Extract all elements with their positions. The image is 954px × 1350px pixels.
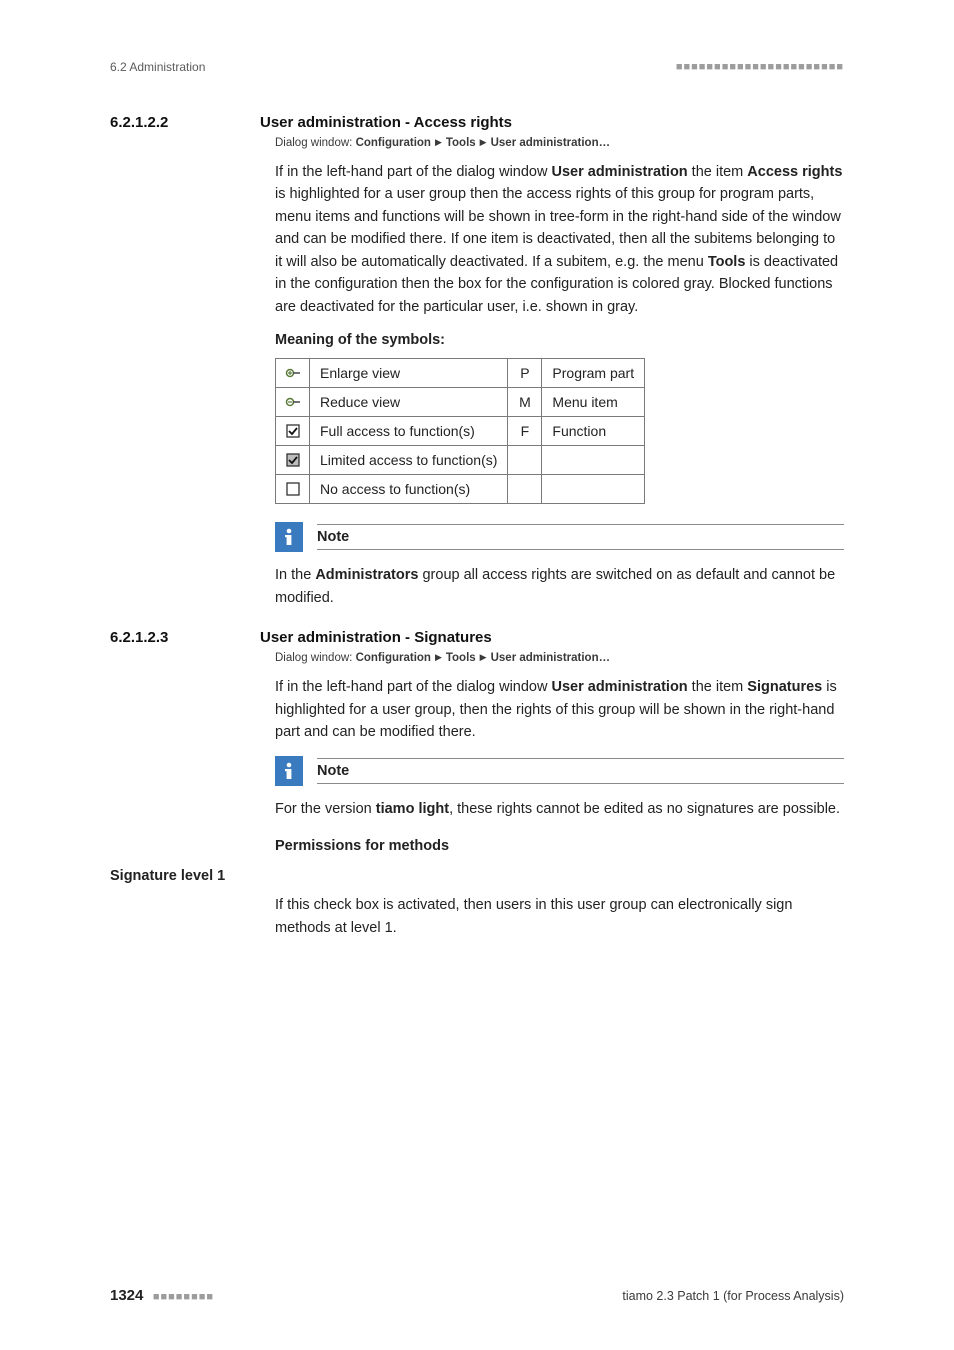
text-bold: Access rights: [747, 164, 842, 180]
triangle-icon: ▶: [435, 137, 442, 148]
symbols-heading: Meaning of the symbols:: [275, 332, 844, 348]
symbol-meaning: Function: [542, 417, 645, 446]
enlarge-icon: [276, 359, 310, 388]
page-footer: 1324 ■■■■■■■■ tiamo 2.3 Patch 1 (for Pro…: [110, 1287, 844, 1304]
running-header: 6.2 Administration ■■■■■■■■■■■■■■■■■■■■■…: [110, 60, 844, 74]
text-bold: Signatures: [747, 679, 822, 695]
paragraph: If in the left-hand part of the dialog w…: [275, 676, 844, 743]
note-block: Note: [275, 756, 844, 786]
text-run: the item: [688, 164, 748, 180]
text-run: In the: [275, 567, 315, 583]
text-bold: Tools: [708, 254, 746, 270]
triangle-icon: ▶: [480, 137, 487, 148]
symbol-label: No access to function(s): [310, 475, 508, 504]
text-bold: Administrators: [315, 567, 418, 583]
signature-level-label: Signature level 1: [110, 868, 844, 884]
symbol-code: [508, 475, 542, 504]
footer-dots: ■■■■■■■■: [153, 1291, 214, 1303]
symbol-meaning: [542, 446, 645, 475]
text-run: If in the left-hand part of the dialog w…: [275, 164, 551, 180]
dialog-path: Dialog window: Configuration ▶ Tools ▶ User …: [275, 652, 844, 664]
text-run: the item: [688, 679, 748, 695]
table-row: Reduce view M Menu item: [276, 388, 645, 417]
section-title: User administration - Access rights: [260, 114, 512, 131]
triangle-icon: ▶: [480, 652, 487, 663]
text-run: For the version: [275, 801, 376, 817]
info-icon: [275, 756, 303, 786]
dialog-prefix: Dialog window:: [275, 137, 352, 149]
section-body: Dialog window: Configuration ▶ Tools ▶ User …: [275, 652, 844, 854]
footer-product: tiamo 2.3 Patch 1 (for Process Analysis): [622, 1289, 844, 1303]
reduce-icon: [276, 388, 310, 417]
text-bold: User administration: [551, 164, 687, 180]
text-bold: tiamo light: [376, 801, 449, 817]
note-label: Note: [317, 759, 349, 783]
checkbox-limited-icon: [276, 446, 310, 475]
dialog-step: Tools: [446, 137, 476, 149]
dialog-step: Configuration: [356, 652, 431, 664]
paragraph: If in the left-hand part of the dialog w…: [275, 161, 844, 318]
permissions-heading: Permissions for methods: [275, 838, 844, 854]
document-page: 6.2 Administration ■■■■■■■■■■■■■■■■■■■■■…: [0, 0, 954, 1350]
table-row: No access to function(s): [276, 475, 645, 504]
symbol-label: Limited access to function(s): [310, 446, 508, 475]
note-text: In the Administrators group all access r…: [275, 564, 844, 609]
paragraph: If this check box is activated, then use…: [275, 894, 844, 939]
table-row: Enlarge view P Program part: [276, 359, 645, 388]
text-run: , these rights cannot be edited as no si…: [449, 801, 840, 817]
dialog-step: User administration…: [491, 137, 611, 149]
dialog-step: Tools: [446, 652, 476, 664]
triangle-icon: ▶: [435, 652, 442, 663]
symbol-label: Reduce view: [310, 388, 508, 417]
dialog-step: User administration…: [491, 652, 611, 664]
symbol-code: P: [508, 359, 542, 388]
symbol-code: F: [508, 417, 542, 446]
symbol-label: Full access to function(s): [310, 417, 508, 446]
table-row: Full access to function(s) F Function: [276, 417, 645, 446]
page-number: 1324: [110, 1287, 143, 1304]
section-body: Dialog window: Configuration ▶ Tools ▶ User …: [275, 137, 844, 609]
dialog-prefix: Dialog window:: [275, 652, 352, 664]
note-text: For the version tiamo light, these right…: [275, 798, 844, 820]
symbol-code: M: [508, 388, 542, 417]
table-row: Limited access to function(s): [276, 446, 645, 475]
dialog-step: Configuration: [356, 137, 431, 149]
symbol-meaning: Program part: [542, 359, 645, 388]
symbol-label: Enlarge view: [310, 359, 508, 388]
note-block: Note: [275, 522, 844, 552]
header-dots: ■■■■■■■■■■■■■■■■■■■■■■: [676, 61, 844, 73]
section-number: 6.2.1.2.3: [110, 629, 260, 646]
section-title: User administration - Signatures: [260, 629, 492, 646]
section-heading: 6.2.1.2.2 User administration - Access r…: [110, 114, 844, 131]
section-number: 6.2.1.2.2: [110, 114, 260, 131]
checkbox-none-icon: [276, 475, 310, 504]
header-section: 6.2 Administration: [110, 60, 205, 74]
text-run: If in the left-hand part of the dialog w…: [275, 679, 551, 695]
text-bold: User administration: [551, 679, 687, 695]
note-label: Note: [317, 525, 349, 549]
info-icon: [275, 522, 303, 552]
symbol-meaning: [542, 475, 645, 504]
section-heading: 6.2.1.2.3 User administration - Signatur…: [110, 629, 844, 646]
symbol-meaning: Menu item: [542, 388, 645, 417]
symbols-table: Enlarge view P Program part Reduce view …: [275, 358, 645, 504]
footer-left: 1324 ■■■■■■■■: [110, 1287, 214, 1304]
checkbox-full-icon: [276, 417, 310, 446]
section-body: If this check box is activated, then use…: [275, 894, 844, 939]
dialog-path: Dialog window: Configuration ▶ Tools ▶ User …: [275, 137, 844, 149]
symbol-code: [508, 446, 542, 475]
signature-level-row: Signature level 1: [110, 868, 844, 884]
